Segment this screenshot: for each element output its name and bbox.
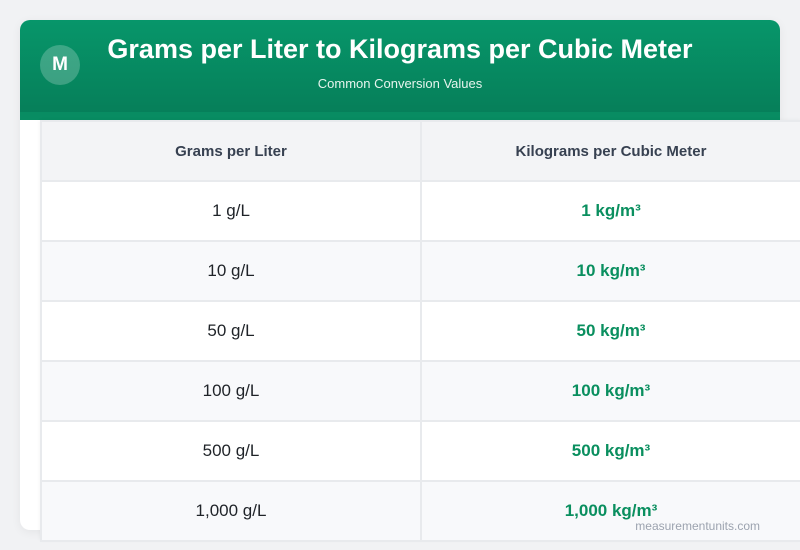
header-accent-strip	[20, 112, 780, 120]
site-watermark: measurementunits.com	[635, 519, 760, 533]
page-title: Grams per Liter to Kilograms per Cubic M…	[107, 34, 693, 64]
conversion-table-container: Grams per Liter Kilograms per Cubic Mete…	[40, 120, 800, 542]
logo-badge: M	[40, 45, 80, 85]
table-header-row: Grams per Liter Kilograms per Cubic Mete…	[40, 120, 800, 182]
table-row: 1,000 g/L 1,000 kg/m³	[40, 480, 800, 542]
input-value: 500 g/L	[40, 420, 422, 482]
output-value: 1,000 kg/m³	[420, 480, 800, 542]
column-header-kg-per-cubic-meter: Kilograms per Cubic Meter	[420, 120, 800, 182]
card-header: M Grams per Liter to Kilograms per Cubic…	[20, 20, 780, 120]
table-row: 100 g/L 100 kg/m³	[40, 360, 800, 422]
output-value: 50 kg/m³	[420, 300, 800, 362]
input-value: 100 g/L	[40, 360, 422, 422]
table-row: 1 g/L 1 kg/m³	[40, 180, 800, 242]
output-value: 500 kg/m³	[420, 420, 800, 482]
table-row: 50 g/L 50 kg/m³	[40, 300, 800, 362]
page-subtitle: Common Conversion Values	[317, 76, 483, 91]
output-value: 1 kg/m³	[420, 180, 800, 242]
conversion-table: Grams per Liter Kilograms per Cubic Mete…	[40, 120, 800, 542]
table-row: 10 g/L 10 kg/m³	[40, 240, 800, 302]
table-row: 500 g/L 500 kg/m³	[40, 420, 800, 482]
input-value: 50 g/L	[40, 300, 422, 362]
input-value: 1,000 g/L	[40, 480, 422, 542]
output-value: 10 kg/m³	[420, 240, 800, 302]
column-header-grams-per-liter: Grams per Liter	[40, 120, 422, 182]
input-value: 10 g/L	[40, 240, 422, 302]
output-value: 100 kg/m³	[420, 360, 800, 422]
input-value: 1 g/L	[40, 180, 422, 242]
